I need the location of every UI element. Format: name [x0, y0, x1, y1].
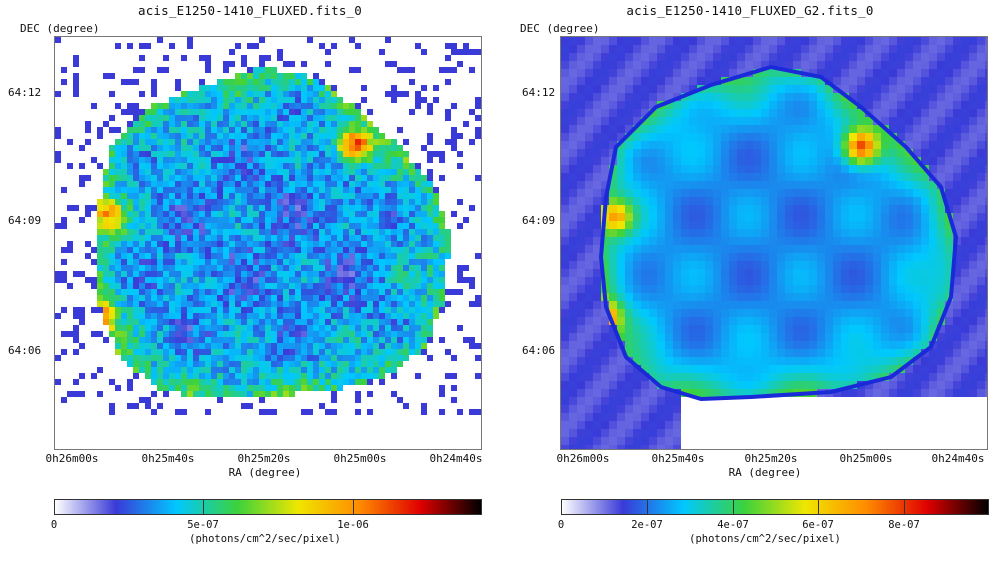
- y-tick-label: 64:09: [8, 214, 42, 227]
- y-tick-label: 64:09: [522, 214, 556, 227]
- smoothed-flux-image: [561, 37, 987, 449]
- colorbar-tick-label: 6e-07: [802, 519, 834, 531]
- colorbar-tick-label: 2e-07: [631, 519, 663, 531]
- y-tick-label: 64:06: [522, 344, 556, 357]
- colorbar-tick: [904, 499, 905, 515]
- colorbar: [54, 499, 482, 515]
- image-frame: [54, 36, 482, 450]
- x-axis-label: RA (degree): [228, 466, 302, 479]
- y-tick-label: 64:12: [8, 86, 42, 99]
- x-axis-label: RA (degree): [728, 466, 802, 479]
- x-tick-label: 0h25m20s: [744, 452, 798, 465]
- x-tick-label: 0h26m00s: [45, 452, 99, 465]
- colorbar-tick: [353, 499, 354, 515]
- colorbar-tick-label: 4e-07: [717, 519, 749, 531]
- x-tick-label: 0h25m00s: [839, 452, 893, 465]
- y-tick-label: 64:06: [8, 344, 42, 357]
- panel-title: acis_E1250-1410_FLUXED_G2.fits_0: [626, 3, 874, 18]
- colorbar-tick: [818, 499, 819, 515]
- colorbar-tick-label: 0: [50, 519, 58, 531]
- colorbar-tick: [203, 499, 204, 515]
- y-tick-label: 64:12: [522, 86, 556, 99]
- raw-flux-image: [55, 37, 481, 415]
- image-frame: [560, 36, 988, 450]
- colorbar-tick-label: 0: [557, 519, 565, 531]
- colorbar-tick: [647, 499, 648, 515]
- y-axis-label: DEC (degree): [520, 22, 600, 35]
- x-tick-label: 0h25m40s: [651, 452, 705, 465]
- colorbar: [561, 499, 989, 515]
- x-tick-label: 0h26m00s: [556, 452, 610, 465]
- colorbar-units: (photons/cm^2/sec/pixel): [689, 533, 841, 545]
- x-tick-label: 0h25m00s: [333, 452, 387, 465]
- raw-image-panel: acis_E1250-1410_FLUXED.fits_0 DEC (degre…: [8, 3, 483, 545]
- colorbar-tick-label: 5e-07: [187, 519, 219, 531]
- x-tick-label: 0h24m40s: [429, 452, 483, 465]
- x-tick-label: 0h24m40s: [931, 452, 985, 465]
- colorbar-tick-label: 8e-07: [888, 519, 920, 531]
- x-tick-label: 0h25m40s: [141, 452, 195, 465]
- colorbar-tick-label: 1e-06: [337, 519, 369, 531]
- x-tick-label: 0h25m20s: [237, 452, 291, 465]
- y-axis-label: DEC (degree): [20, 22, 100, 35]
- panel-title: acis_E1250-1410_FLUXED.fits_0: [137, 3, 363, 18]
- colorbar-units: (photons/cm^2/sec/pixel): [189, 533, 341, 545]
- smoothed-image-panel: acis_E1250-1410_FLUXED_G2.fits_0 DEC (de…: [500, 0, 1000, 570]
- colorbar-tick: [733, 499, 734, 515]
